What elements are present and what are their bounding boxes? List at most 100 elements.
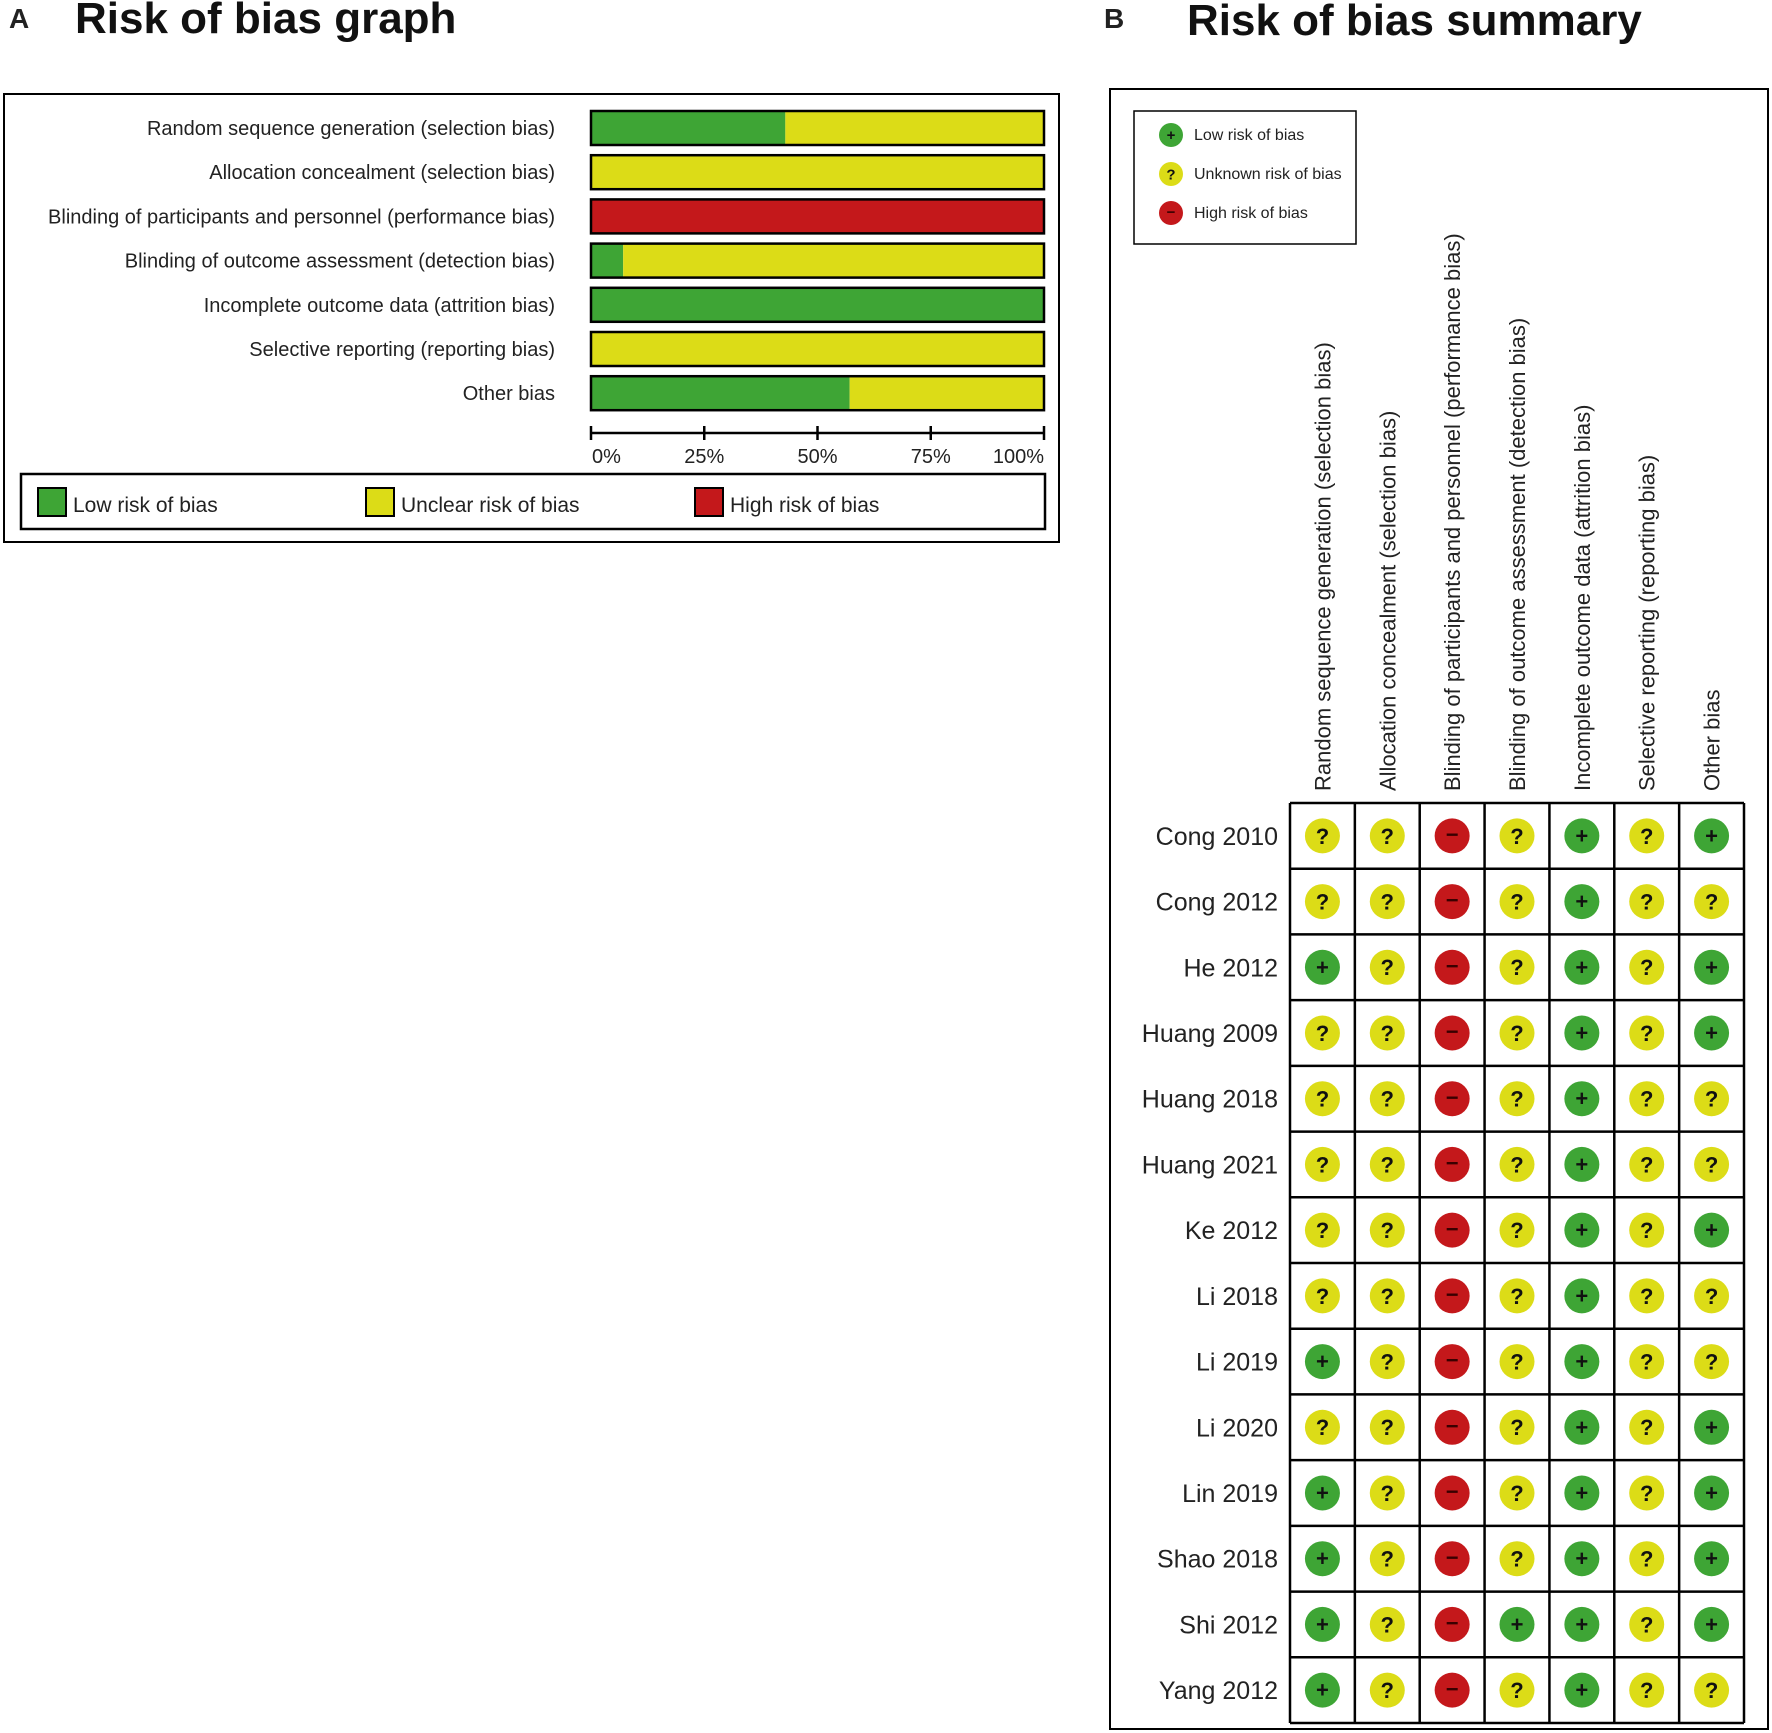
rating-badge-r4-c1 <box>1304 1015 1340 1051</box>
bar-outline-5 <box>589 286 1046 324</box>
rating-badge-r10-c1-symbol: ? <box>1316 1415 1329 1440</box>
column-header-6: Selective reporting (reporting bias) <box>1635 455 1660 791</box>
bar-outline-6 <box>589 330 1046 368</box>
risk-of-bias-summary-frame <box>1109 88 1769 1730</box>
panel-b-letter: B <box>1104 3 1125 34</box>
rating-badge-r1-c5-symbol: + <box>1575 823 1588 848</box>
rating-badge-r13-c2 <box>1369 1606 1405 1642</box>
rating-badge-r11-c3 <box>1434 1475 1470 1511</box>
rating-badge-r7-c1 <box>1304 1212 1340 1248</box>
summary-legend-box <box>1133 110 1357 245</box>
rating-badge-r2-c3-symbol: − <box>1446 888 1459 913</box>
rating-badge-r2-c6-symbol: ? <box>1640 889 1653 914</box>
rating-badge-r4-c2-symbol: ? <box>1381 1021 1394 1046</box>
rating-badge-r1-c4 <box>1499 818 1535 854</box>
rating-badge-r8-c2-symbol: ? <box>1381 1284 1394 1309</box>
bar-unclear-6 <box>591 332 1044 366</box>
category-label-7: Other bias <box>463 383 555 405</box>
study-label-4: Huang 2009 <box>1142 1020 1278 1048</box>
rating-badge-r1-c3 <box>1434 818 1470 854</box>
rating-badge-r6-c3 <box>1434 1146 1470 1182</box>
rating-badge-r13-c4 <box>1499 1606 1535 1642</box>
bar-unclear-1 <box>785 111 1044 145</box>
rating-badge-r10-c2-symbol: ? <box>1381 1415 1394 1440</box>
rating-badge-r12-c5 <box>1564 1541 1600 1577</box>
study-label-5: Huang 2018 <box>1142 1086 1278 1114</box>
rating-badge-r3-c7 <box>1694 949 1730 985</box>
rating-badge-r6-c1-symbol: ? <box>1316 1152 1329 1177</box>
rating-badge-r4-c5 <box>1564 1015 1600 1051</box>
rating-badge-r11-c7-symbol: + <box>1705 1480 1718 1505</box>
summary-legend-badge-unclear <box>1159 162 1183 186</box>
rating-badge-r14-c4-symbol: ? <box>1510 1678 1523 1703</box>
graph-legend-swatch-unclear <box>365 487 395 517</box>
rating-badge-r14-c3 <box>1434 1672 1470 1708</box>
rating-badge-r10-c6 <box>1629 1409 1665 1445</box>
rating-badge-r8-c3 <box>1434 1278 1470 1314</box>
rating-badge-r12-c3-symbol: − <box>1446 1545 1459 1570</box>
column-header-4: Blinding of outcome assessment (detectio… <box>1505 318 1530 791</box>
rating-badge-r11-c1-symbol: + <box>1316 1480 1329 1505</box>
rating-badge-r3-c7-symbol: + <box>1705 955 1718 980</box>
rating-badge-r6-c5 <box>1564 1146 1600 1182</box>
rating-badge-r13-c6-symbol: ? <box>1640 1612 1653 1637</box>
rating-badge-r9-c4-symbol: ? <box>1510 1349 1523 1374</box>
rating-badge-r2-c4 <box>1499 884 1535 920</box>
rating-badge-r13-c7 <box>1694 1606 1730 1642</box>
rating-badge-r10-c3 <box>1434 1409 1470 1445</box>
rating-badge-r3-c3 <box>1434 949 1470 985</box>
rating-badge-r14-c3-symbol: − <box>1446 1676 1459 1701</box>
category-label-5: Incomplete outcome data (attrition bias) <box>204 295 555 317</box>
rating-badge-r11-c1 <box>1304 1475 1340 1511</box>
rating-badge-r7-c3 <box>1434 1212 1470 1248</box>
x-tick-label-2: 25% <box>684 446 724 468</box>
rating-badge-r3-c6-symbol: ? <box>1640 955 1653 980</box>
rating-badge-r4-c6-symbol: ? <box>1640 1021 1653 1046</box>
rating-badge-r13-c1-symbol: + <box>1316 1612 1329 1637</box>
summary-legend-badge-high-symbol: − <box>1167 204 1176 221</box>
rating-badge-r5-c1 <box>1304 1081 1340 1117</box>
graph-legend-swatch-low <box>37 487 67 517</box>
rating-badge-r1-c7 <box>1694 818 1730 854</box>
rating-badge-r9-c3-symbol: − <box>1446 1348 1459 1373</box>
rating-badge-r4-c1-symbol: ? <box>1316 1021 1329 1046</box>
bar-outline-1 <box>589 109 1046 147</box>
study-label-14: Yang 2012 <box>1159 1677 1278 1705</box>
rating-badge-r4-c4-symbol: ? <box>1510 1021 1523 1046</box>
bar-unclear-7 <box>849 376 1044 411</box>
rating-badge-r8-c6 <box>1629 1278 1665 1314</box>
rating-badge-r2-c4-symbol: ? <box>1510 889 1523 914</box>
rating-badge-r10-c5 <box>1564 1409 1600 1445</box>
study-label-13: Shi 2012 <box>1179 1611 1278 1639</box>
rating-badge-r8-c5 <box>1564 1278 1600 1314</box>
rating-badge-r7-c1-symbol: ? <box>1316 1218 1329 1243</box>
category-label-3: Blinding of participants and personnel (… <box>48 206 555 228</box>
panel-a-letter: A <box>9 3 30 34</box>
rating-badge-r10-c4 <box>1499 1409 1535 1445</box>
rating-badge-r11-c5-symbol: + <box>1575 1480 1588 1505</box>
rating-badge-r14-c6 <box>1629 1672 1665 1708</box>
rating-badge-r12-c2 <box>1369 1541 1405 1577</box>
rating-badge-r4-c5-symbol: + <box>1575 1020 1588 1045</box>
study-label-7: Ke 2012 <box>1185 1217 1278 1245</box>
rating-badge-r6-c4 <box>1499 1146 1535 1182</box>
rating-badge-r14-c1-symbol: + <box>1316 1678 1329 1703</box>
rating-badge-r5-c5 <box>1564 1081 1600 1117</box>
rating-badge-r14-c4 <box>1499 1672 1535 1708</box>
rating-badge-r13-c3-symbol: − <box>1446 1611 1459 1636</box>
rating-badge-r8-c7 <box>1694 1278 1730 1314</box>
category-label-6: Selective reporting (reporting bias) <box>249 339 555 361</box>
bar-low-7 <box>591 376 850 411</box>
rating-badge-r3-c5-symbol: + <box>1575 955 1588 980</box>
bar-unclear-2 <box>591 155 1044 190</box>
summary-legend-badge-low <box>1159 123 1183 147</box>
rating-badge-r4-c3-symbol: − <box>1446 1019 1459 1044</box>
bar-low-5 <box>591 287 1044 322</box>
rating-badge-r1-c1 <box>1304 818 1340 854</box>
graph-legend-label-low: Low risk of bias <box>73 494 218 517</box>
rating-badge-r14-c5-symbol: + <box>1575 1678 1588 1703</box>
rating-badge-r12-c6-symbol: ? <box>1640 1547 1653 1572</box>
study-label-6: Huang 2021 <box>1142 1151 1278 1179</box>
rating-badge-r3-c4-symbol: ? <box>1510 955 1523 980</box>
rating-badge-r2-c5-symbol: + <box>1575 889 1588 914</box>
